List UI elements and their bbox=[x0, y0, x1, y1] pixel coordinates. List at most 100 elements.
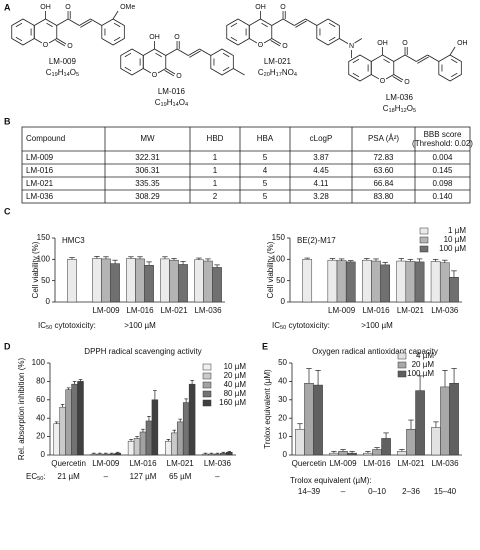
table-header: HBA bbox=[257, 134, 274, 143]
panel-label: D bbox=[4, 341, 11, 351]
y-tick-label: 0 bbox=[41, 450, 46, 459]
legend-swatch bbox=[202, 381, 212, 389]
double-bond bbox=[450, 72, 458, 78]
legend-swatch bbox=[419, 236, 429, 244]
bond bbox=[271, 18, 284, 26]
error-bar bbox=[115, 451, 120, 454]
error-bar bbox=[66, 387, 71, 390]
bar bbox=[336, 260, 347, 303]
bar bbox=[449, 382, 459, 456]
bar bbox=[101, 258, 111, 303]
error-bar bbox=[137, 256, 143, 259]
table-cell: 2 bbox=[213, 192, 218, 201]
atom-label: O bbox=[258, 42, 264, 49]
atom-label: OH bbox=[40, 4, 51, 11]
table-cell: 5 bbox=[263, 153, 268, 162]
bar bbox=[414, 261, 425, 303]
y-tick-label: 20 bbox=[278, 413, 287, 422]
compound-formula: C19H14O4 bbox=[155, 98, 188, 108]
y-tick-label: 20 bbox=[36, 432, 45, 441]
bar bbox=[135, 258, 145, 303]
error-bar bbox=[417, 375, 423, 391]
compound-name: LM-009 bbox=[49, 57, 77, 66]
table-cell: 5 bbox=[263, 192, 268, 201]
bar bbox=[67, 259, 77, 303]
bar bbox=[65, 389, 72, 456]
bar bbox=[295, 428, 305, 456]
bar bbox=[430, 261, 441, 303]
error-bar bbox=[72, 381, 77, 385]
note-value: – bbox=[215, 472, 220, 481]
error-bar bbox=[432, 258, 439, 262]
double-bond bbox=[383, 58, 390, 64]
atom-label: OH bbox=[149, 34, 160, 41]
ring bbox=[101, 18, 125, 46]
bar bbox=[176, 421, 184, 456]
error-bar bbox=[54, 421, 59, 424]
bond bbox=[188, 48, 200, 56]
bond bbox=[271, 38, 282, 45]
error-bar bbox=[451, 270, 457, 278]
bond bbox=[294, 18, 306, 26]
y-tick-label: 150 bbox=[37, 233, 51, 242]
bond bbox=[56, 38, 67, 45]
legend-label: 20 µM bbox=[224, 371, 247, 380]
bar bbox=[53, 423, 60, 456]
double-bond bbox=[352, 72, 360, 78]
y-tick-label: 0 bbox=[46, 297, 51, 306]
double-bond bbox=[222, 66, 230, 72]
error-bar bbox=[442, 370, 448, 387]
error-bar bbox=[304, 257, 310, 260]
table-header: BBB score bbox=[424, 130, 462, 139]
y-axis-label: Cell viability (%) bbox=[31, 241, 40, 298]
bond bbox=[417, 56, 429, 64]
error-bar bbox=[442, 259, 448, 263]
double-bond bbox=[15, 22, 23, 28]
bar bbox=[203, 260, 213, 303]
x-tick-label: LM-021 bbox=[160, 306, 188, 315]
bond bbox=[282, 18, 295, 26]
bond bbox=[164, 70, 175, 77]
atom-label: O bbox=[282, 43, 288, 50]
y-tick-label: 100 bbox=[272, 254, 286, 263]
bar bbox=[313, 384, 323, 456]
x-tick-label: LM-036 bbox=[431, 459, 459, 468]
error-bar bbox=[146, 261, 152, 266]
bar bbox=[171, 432, 178, 456]
bond bbox=[233, 68, 245, 76]
bar bbox=[194, 259, 204, 303]
bar bbox=[108, 453, 115, 456]
error-bar bbox=[60, 404, 65, 408]
bar bbox=[114, 452, 121, 456]
error-bar bbox=[433, 421, 439, 428]
bar bbox=[96, 453, 104, 456]
table-border bbox=[21, 126, 471, 204]
error-bar bbox=[221, 451, 226, 454]
bar bbox=[327, 259, 338, 303]
legend-swatch bbox=[202, 363, 212, 371]
ring bbox=[438, 54, 462, 82]
bar bbox=[110, 263, 120, 303]
error-bar bbox=[69, 257, 75, 260]
x-tick-label: LM-036 bbox=[194, 306, 222, 315]
x-tick-label: LM-016 bbox=[129, 459, 157, 468]
y-axis-label: Cell viability (%) bbox=[266, 241, 275, 298]
bond bbox=[112, 10, 119, 20]
panel-label: A bbox=[4, 2, 11, 12]
table-header: MW bbox=[140, 134, 155, 143]
bar bbox=[126, 258, 136, 303]
note-value: 2–36 bbox=[402, 487, 420, 496]
legend-swatch bbox=[202, 390, 212, 398]
legend-label: 4 µM bbox=[416, 351, 434, 360]
bond bbox=[427, 54, 440, 62]
legend-swatch bbox=[419, 227, 429, 235]
bond bbox=[404, 54, 417, 62]
error-bar bbox=[416, 258, 423, 262]
note-label: IC50 cytotoxicity: bbox=[38, 321, 96, 331]
bond bbox=[449, 46, 456, 56]
error-bar bbox=[203, 452, 208, 455]
legend-swatch bbox=[397, 361, 407, 369]
table-header: PSA (Å²) bbox=[368, 134, 399, 143]
x-tick-label: LM-009 bbox=[92, 306, 120, 315]
error-bar bbox=[398, 258, 404, 262]
